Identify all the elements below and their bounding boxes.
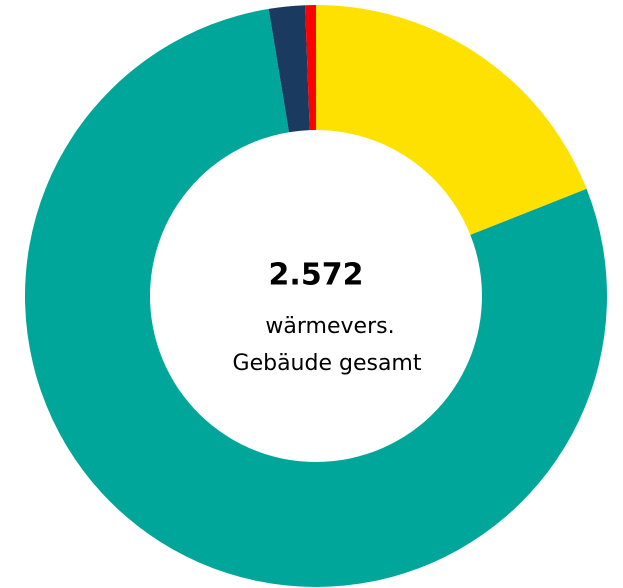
center-line: Gebäude gesamt bbox=[233, 351, 422, 376]
donut-segment bbox=[305, 5, 316, 131]
segments bbox=[25, 5, 608, 588]
center-line: wärmevers. bbox=[265, 314, 394, 339]
donut-segment bbox=[268, 5, 310, 133]
donut-segment bbox=[25, 8, 608, 588]
donut-segment bbox=[316, 5, 587, 235]
center-title: 2.572 bbox=[269, 258, 364, 293]
